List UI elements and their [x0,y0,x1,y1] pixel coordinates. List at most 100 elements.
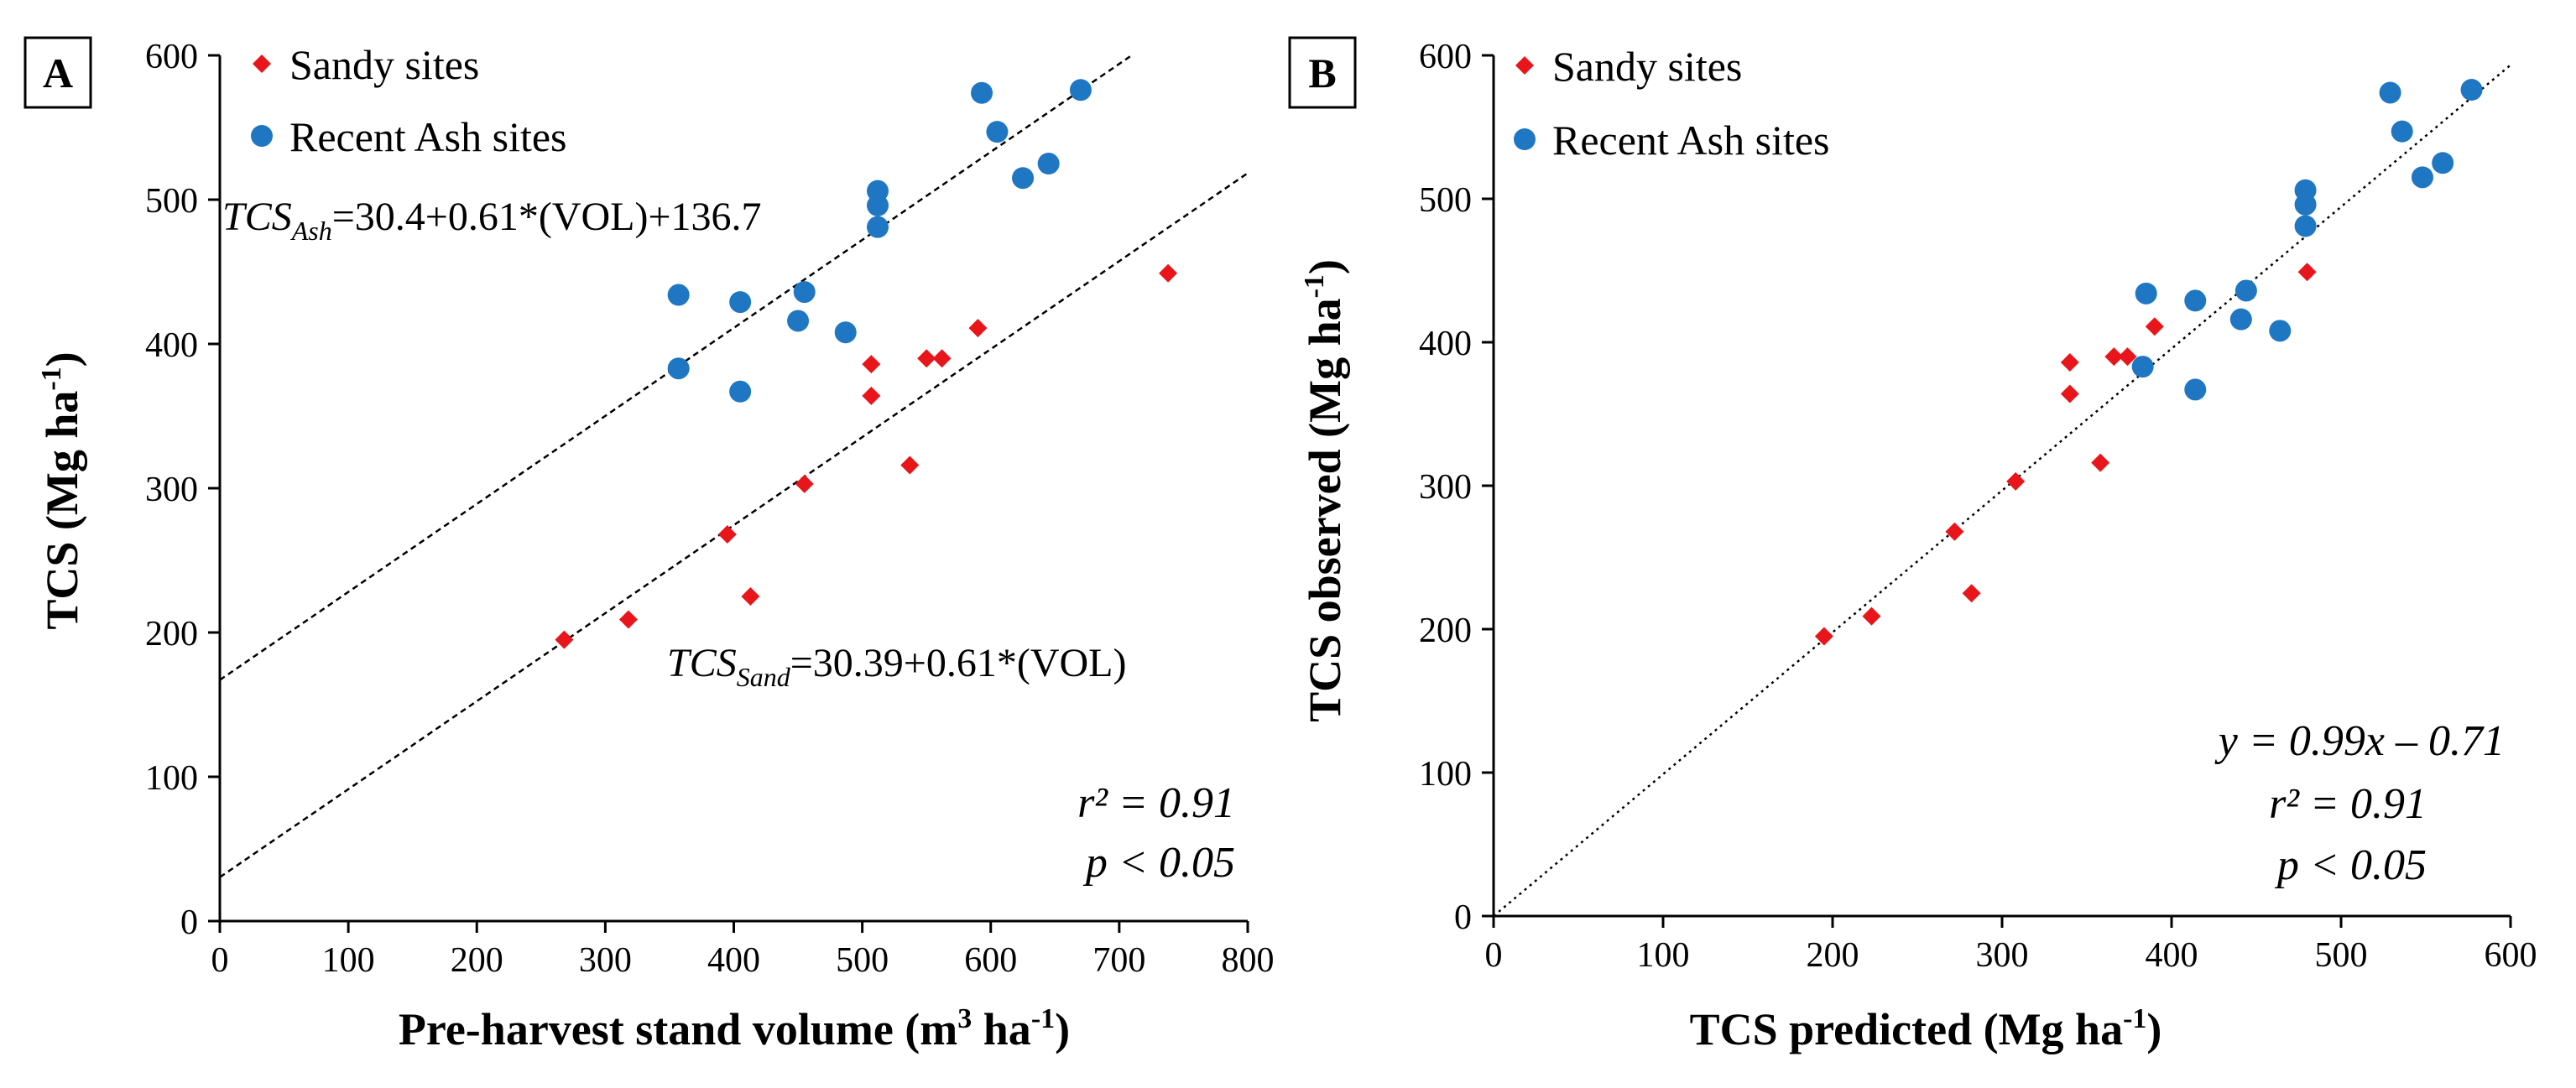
xa-sup2: -1 [1031,1003,1055,1034]
panel-a-points [555,79,1178,649]
panel-b-letter: B [1308,49,1336,96]
panel-b-y-tick-label: 300 [1419,468,1472,507]
panel-a-r2: r² = 0.91 [1077,779,1235,827]
panel-b-ash-point [2294,193,2317,216]
legend-a-ash-marker [251,125,273,147]
panel-a-ash-point [834,321,857,344]
panel-a-equation-ash: TCSAsh=30.4+0.61*(VOL)+136.7 [222,195,762,246]
panel-a-ticks: 0 100 200 300 400 500 600 700 800 0 100 200 300 400 50… [145,38,1275,980]
panel-a-sandy-point [862,386,881,405]
panel-a-y-tick-label: 100 [145,759,198,798]
panel-b-ash-point [2229,308,2252,331]
yb-end: ) [1300,259,1350,274]
panel-a-equation-sand: TCSSand=30.39+0.61*(VOL) [667,641,1126,692]
panel-b-x-tick-label: 600 [2485,936,2537,975]
panel-b-sandy-point [2297,263,2317,282]
panel-b-ash-point [2411,166,2433,189]
panel-b-ash-point [2269,320,2292,342]
panel-a-p: p < 0.05 [1082,839,1235,887]
panel-a-sandy-point [1159,263,1178,283]
eq-sand-rest: =30.39+0.61*(VOL) [790,641,1127,685]
legend-b-sandy-label: Sandy sites [1552,43,1742,90]
panel-b-ash-point [2391,120,2413,143]
panel-a-ash-point [1012,167,1035,190]
legend-b-ash-marker [1514,128,1536,150]
panel-b-sandy-point [2091,453,2110,472]
panel-b-ash-point [2131,356,2154,378]
panel-a-ash-point [729,380,752,403]
panel-a-x-tick-label: 200 [451,941,503,980]
panel-a-x-tick-label: 800 [1222,941,1275,980]
panel-b-x-tick-label: 200 [1807,936,1859,975]
panel-b-sandy-point [1962,584,1981,603]
panel-a-ash-point [1037,153,1060,174]
panel-a: 0 100 200 300 400 500 600 700 800 0 100 200 300 400 50… [23,36,1275,1054]
panel-b-ash-point [2184,378,2207,401]
panel-b-x-tick-label: 100 [1637,936,1690,975]
panel-b-ash-point [2379,81,2401,104]
panel-b-ash-point [2234,279,2257,302]
panel-a-ash-fit-line [219,54,1133,681]
panel-a-sandy-point [862,355,881,374]
panel-a-x-tick-label: 600 [964,941,1017,980]
panel-b-ash-point [2294,215,2317,237]
panel-a-y-tick-label: 200 [145,615,198,653]
panel-b-y-tick-label: 500 [1419,181,1472,220]
panel-b-x-axis-title: TCS predicted (Mg ha-1) [1690,1003,2162,1054]
panel-a-letter-box [23,36,92,109]
panel-b-x-tick-label: 400 [2146,936,2198,975]
yb-main: TCS observed (Mg ha [1300,298,1350,722]
panel-a-sandy-point [968,319,988,338]
panel-a-x-tick-label: 500 [836,941,889,980]
xb-main: TCS predicted (Mg ha [1690,1004,2124,1054]
panel-a-sandy-point [932,349,952,368]
legend-a-sandy-marker [253,55,271,73]
panel-b-y-tick-label: 200 [1419,612,1472,650]
panel-b-r2: r² = 0.91 [2269,780,2427,828]
panel-a-sandy-point [555,630,574,649]
panel-a-ash-point [729,291,752,314]
panel-a-letter: A [43,49,73,96]
panel-b-sandy-point [2006,471,2026,491]
panel-b-sandy-point [2104,347,2124,367]
panel-a-x-tick-label: 100 [322,941,375,980]
panel-a-sandy-point [917,349,936,368]
legend-a-sandy-label: Sandy sites [289,41,479,88]
panel-b-ash-point [2135,282,2157,305]
panel-b: 0 100 200 300 400 500 600 0 100 200 300 400 500 600 B… [1288,36,2537,1054]
panel-b-x-tick-label: 0 [1485,936,1503,975]
panel-a-ash-point [971,81,993,104]
panel-b-sandy-point [2145,317,2164,336]
panel-b-points [1814,79,2483,646]
panel-a-ash-point [787,310,810,332]
panel-a-ash-point [867,216,889,238]
panel-a-ash-point [667,284,690,306]
panel-a-ash-point [986,121,1009,143]
panel-a-sandy-point [741,587,760,606]
panel-a-x-tick-label: 400 [707,941,760,980]
xb-end: ) [2146,1004,2161,1054]
panel-b-y-tick-label: 100 [1419,755,1472,794]
legend-b-sandy-marker [1515,56,1534,75]
panel-a-y-tick-label: 500 [145,182,198,221]
panel-a-x-tick-label: 0 [211,941,229,980]
eq-sand-base: TCS [667,641,737,685]
panel-b-sandy-point [2060,384,2079,403]
panel-b-ash-point [2432,152,2454,174]
panel-b-y-axis-title: TCS observed (Mg ha-1) [1299,259,1350,722]
panel-a-y-tick-label: 300 [145,471,198,509]
ya-main: TCS (Mg ha [37,391,87,630]
xa-main: Pre-harvest stand volume (m [399,1004,957,1054]
panel-b-sandy-point [2060,352,2079,372]
xb-sup: -1 [2123,1003,2146,1034]
panel-a-x-tick-label: 300 [579,941,632,980]
panel-b-ash-point [2460,79,2483,102]
panel-a-ash-point [667,357,690,380]
panel-b-sandy-point [1862,606,1881,626]
yb-sup: -1 [1299,274,1330,298]
panel-a-sandy-point [717,525,737,544]
eq-ash-rest: =30.4+0.61*(VOL)+136.7 [332,195,762,239]
panel-b-ash-point [2184,289,2207,312]
panel-a-sand-fit-line [219,172,1249,878]
